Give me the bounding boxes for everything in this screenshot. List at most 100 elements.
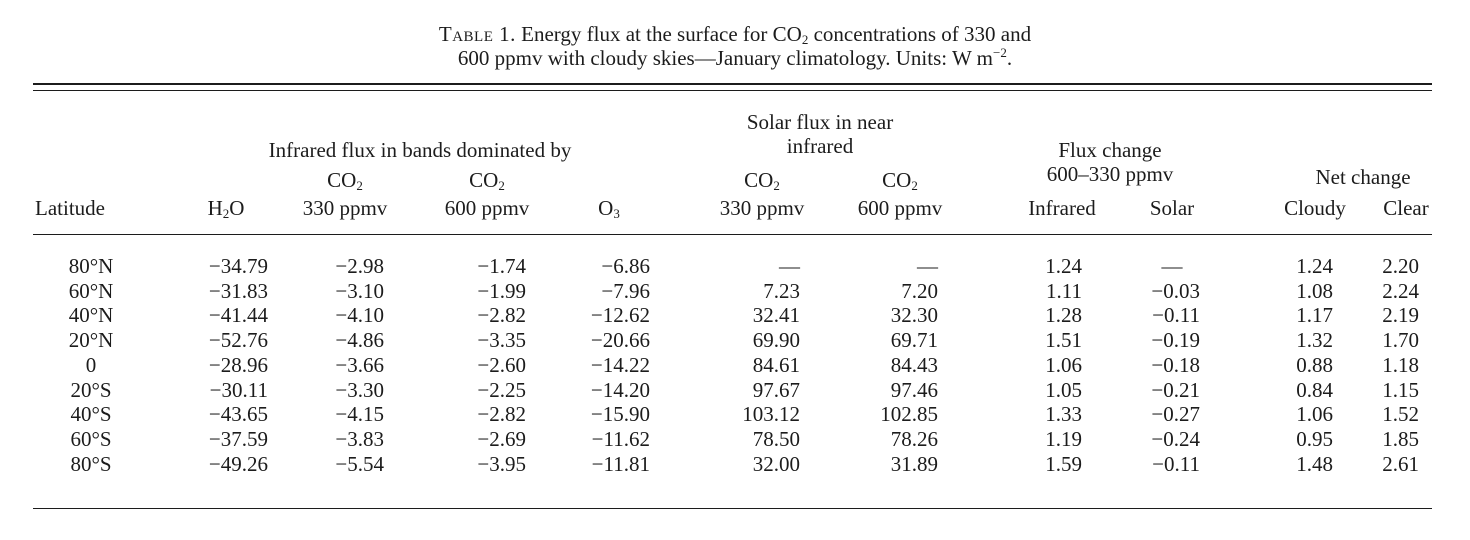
cell-cloudy: 0.88 [1296,352,1333,377]
header-solar-co2-600-formula: CO2 [882,168,918,192]
cell-sol330: 69.90 [752,328,800,353]
cell-co2-600: −1.99 [477,278,526,303]
header-infrared: Infrared [1028,196,1096,220]
cell-h2o: −30.11 [209,377,268,402]
co2-text: CO [469,168,499,192]
cell-o3: −12.62 [590,303,650,328]
header-solar-330-ppmv: 330 ppmv [719,196,805,220]
cell-co2-330: −3.30 [335,377,384,402]
cell-cloudy: 1.48 [1296,451,1333,476]
header-solar-co2-330-formula: CO2 [744,168,780,192]
cell-cloudy: 1.24 [1296,254,1333,278]
cell-fc-ir: 1.24 [1045,254,1082,278]
cell-fc-sol: −0.03 [1151,278,1200,303]
cell-sol600: 32.30 [890,303,938,328]
header-h2o: H2O [208,196,245,220]
cell-h2o: −31.83 [208,278,268,303]
cell-fc-ir: 1.33 [1045,402,1082,427]
header-co2-330-ppmv: 330 ppmv [302,196,388,220]
header-clear: Clear [1383,196,1429,220]
top-rule-1 [33,83,1432,85]
co2-text: CO [327,168,357,192]
h2o-o: O [229,196,245,220]
cell-sol330: 103.12 [742,402,800,427]
h2o-subscript: 2 [222,206,230,221]
cell-co2-330: −4.10 [335,303,384,328]
cell-cloudy: 1.32 [1296,328,1333,353]
cell-co2-600: −2.69 [477,426,526,451]
header-solar-600-ppmv: 600 ppmv [857,196,943,220]
cell-fc-sol: −0.27 [1151,402,1200,427]
co2-text: CO [882,168,912,192]
top-rule-2 [33,90,1432,91]
cell-h2o: −52.76 [208,328,268,353]
cell-sol330: 84.61 [752,352,800,377]
cell-co2-330: −4.15 [335,402,384,427]
cell-co2-600: −2.82 [477,402,526,427]
cell-co2-330: −5.54 [335,451,384,476]
cell-fc-sol: −0.11 [1152,303,1200,328]
cell-sol330: 32.41 [752,303,800,328]
cell-lat: 20°N [68,328,114,353]
cell-co2-600: −2.60 [477,352,526,377]
cell-sol600: 97.46 [890,377,938,402]
cell-fc-sol: −0.21 [1151,377,1200,402]
cell-fc-sol: −0.19 [1151,328,1200,353]
caption-text-2: 600 ppmv with cloudy skies—January clima… [457,46,993,70]
co2-subscript: 2 [773,178,780,193]
header-group-flux-change-line2: 600–330 ppmv [1046,162,1174,186]
cell-lat: 40°N [68,303,114,328]
cell-fc-sol: −0.24 [1151,426,1200,451]
bottom-rule [33,508,1432,509]
header-group-net-change: Net change [1315,165,1411,189]
caption-text-2-tail: . [1006,46,1013,70]
header-co2-330-formula: CO2 [327,168,363,192]
cell-fc-ir: 1.28 [1045,303,1082,328]
cell-cloudy: 1.17 [1296,303,1333,328]
header-co2-600-ppmv: 600 ppmv [444,196,530,220]
cell-o3: −11.81 [591,451,650,476]
cell-co2-330: −3.83 [335,426,384,451]
header-group-solar-line2: infrared [786,134,854,158]
cell-fc-sol: — [1161,254,1183,278]
cell-clear: 1.15 [1382,377,1419,402]
cell-clear: 1.52 [1382,402,1419,427]
caption-line-1: Table 1. Energy flux at the surface for … [0,22,1470,47]
cell-co2-330: −2.98 [335,254,384,278]
cell-h2o: −34.79 [208,254,268,278]
cell-cloudy: 1.06 [1296,402,1333,427]
header-rule [33,234,1432,235]
cell-o3: −14.22 [590,352,650,377]
cell-co2-330: −3.10 [335,278,384,303]
cell-co2-330: −3.66 [335,352,384,377]
cell-cloudy: 0.84 [1296,377,1333,402]
caption-line-2: 600 ppmv with cloudy skies—January clima… [0,46,1470,71]
cell-clear: 2.19 [1382,303,1419,328]
cell-lat: 60°S [70,426,112,451]
cell-co2-600: −1.74 [477,254,526,278]
cell-fc-ir: 1.19 [1045,426,1082,451]
cell-sol330: 97.67 [752,377,800,402]
cell-sol330: — [779,254,800,278]
co2-text: CO [744,168,774,192]
cell-h2o: −41.44 [208,303,268,328]
caption-label: Table 1. [438,22,516,46]
cell-fc-ir: 1.11 [1046,278,1082,303]
caption-superscript: −2 [992,45,1007,60]
cell-o3: −11.62 [591,426,650,451]
cell-cloudy: 0.95 [1296,426,1333,451]
cell-clear: 1.70 [1382,328,1419,353]
cell-clear: 2.61 [1382,451,1419,476]
cell-sol600: — [917,254,938,278]
caption-text-1: Energy flux at the surface for CO [521,22,802,46]
cell-lat: 80°S [70,451,112,476]
cell-lat: 0 [85,352,97,377]
cell-lat: 40°S [70,402,112,427]
cell-co2-600: −3.95 [477,451,526,476]
cell-co2-600: −2.25 [477,377,526,402]
h2o-h: H [207,196,223,220]
cell-o3: −15.90 [590,402,650,427]
cell-sol330: 78.50 [752,426,800,451]
cell-o3: −14.20 [590,377,650,402]
cell-fc-sol: −0.18 [1151,352,1200,377]
